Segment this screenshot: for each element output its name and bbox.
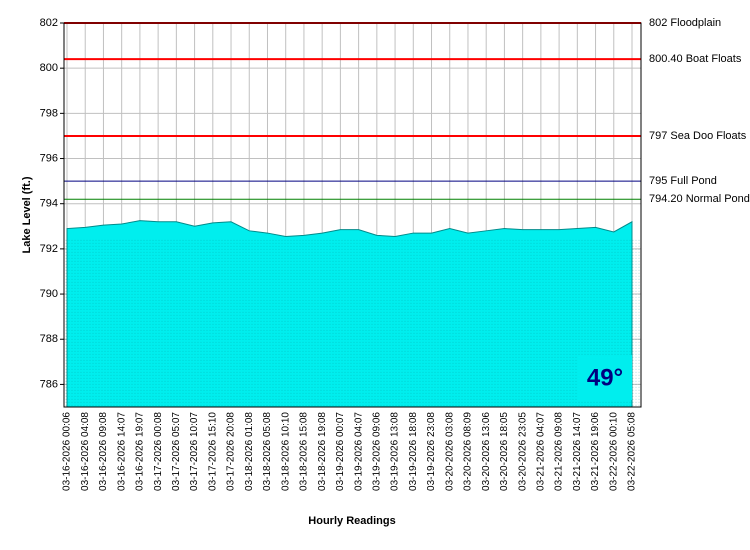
reference-label: 800.40 Boat Floats [649, 53, 742, 65]
x-tick-label: 03-20-2026 03:08 [444, 412, 455, 491]
x-tick-label: 03-17-2026 20:08 [226, 412, 237, 491]
y-tick-label: 786 [40, 378, 58, 390]
x-tick-label: 03-16-2026 04:08 [80, 412, 91, 491]
x-tick-label: 03-21-2026 09:08 [554, 412, 565, 491]
x-tick-label: 03-19-2026 13:08 [390, 412, 401, 491]
y-tick-label: 796 [40, 152, 58, 164]
x-tick-label: 03-19-2026 09:06 [371, 412, 382, 491]
x-tick-label: 03-17-2026 05:07 [171, 412, 182, 491]
reference-label: 794.20 Normal Pond [649, 193, 750, 205]
reference-label: 797 Sea Doo Floats [649, 130, 747, 142]
x-tick-label: 03-19-2026 23:08 [426, 412, 437, 491]
x-tick-label: 03-18-2026 10:10 [280, 412, 291, 491]
x-tick-label: 03-17-2026 15:10 [207, 412, 218, 491]
x-tick-label: 03-19-2026 04:07 [353, 412, 364, 491]
x-tick-label: 03-16-2026 00:06 [62, 412, 73, 491]
x-tick-label: 03-22-2026 05:08 [627, 412, 638, 491]
x-tick-label: 03-20-2026 08:09 [463, 412, 474, 491]
x-tick-label: 03-18-2026 01:08 [244, 412, 255, 491]
reference-label: 795 Full Pond [649, 175, 717, 187]
reference-label: 802 Floodplain [649, 17, 721, 29]
y-axis-title: Lake Level (ft.) [21, 176, 33, 253]
x-tick-label: 03-20-2026 23:05 [517, 412, 528, 491]
x-tick-label: 03-18-2026 19:08 [317, 412, 328, 491]
y-tick-label: 800 [40, 62, 58, 74]
x-tick-label: 03-22-2026 00:10 [608, 412, 619, 491]
y-tick-label: 798 [40, 107, 58, 119]
x-tick-label: 03-21-2026 19:06 [590, 412, 601, 491]
x-tick-label: 03-20-2026 18:05 [499, 412, 510, 491]
temperature-badge [578, 355, 632, 400]
x-tick-label: 03-21-2026 14:07 [572, 412, 583, 491]
x-tick-label: 03-18-2026 05:08 [262, 412, 273, 491]
temperature-text: 49° [587, 364, 623, 391]
x-tick-label: 03-21-2026 04:07 [536, 412, 547, 491]
x-tick-label: 03-16-2026 14:07 [116, 412, 127, 491]
x-tick-label: 03-18-2026 15:08 [299, 412, 310, 491]
level-area [66, 220, 633, 408]
y-tick-label: 790 [40, 288, 58, 300]
y-tick-label: 794 [40, 198, 58, 210]
y-tick-label: 792 [40, 243, 58, 255]
x-tick-label: 03-17-2026 10:07 [189, 412, 200, 491]
x-axis-title: Hourly Readings [308, 515, 395, 527]
x-tick-label: 03-17-2026 00:08 [153, 412, 164, 491]
y-tick-label: 788 [40, 333, 58, 345]
plot-frame [63, 22, 642, 408]
x-tick-label: 03-19-2026 18:08 [408, 412, 419, 491]
x-tick-label: 03-20-2026 13:06 [481, 412, 492, 491]
x-tick-label: 03-16-2026 19:07 [135, 412, 146, 491]
x-tick-label: 03-16-2026 09:08 [98, 412, 109, 491]
y-tick-label: 802 [40, 17, 58, 29]
x-tick-label: 03-19-2026 00:07 [335, 412, 346, 491]
